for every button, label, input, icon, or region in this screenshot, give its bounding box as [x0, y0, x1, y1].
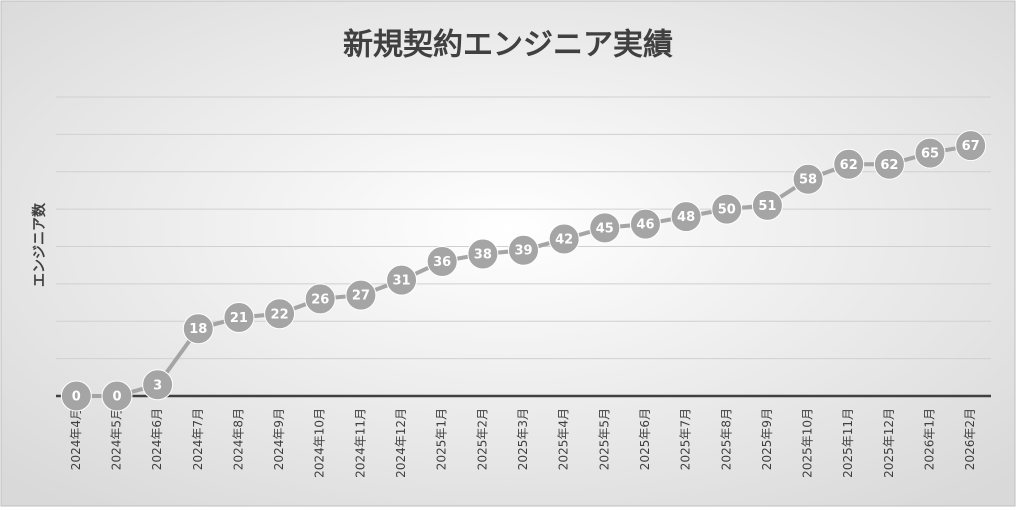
x-tick-label: 2025年9月 — [760, 408, 774, 470]
x-tick-label: 2025年5月 — [597, 408, 611, 470]
x-tick-label: 2024年4月 — [69, 408, 83, 470]
x-tick-label: 2025年6月 — [638, 408, 652, 470]
data-point — [873, 148, 905, 180]
data-point — [670, 201, 702, 233]
data-label: 65 — [921, 147, 939, 162]
x-tick-label: 2024年8月 — [231, 408, 245, 470]
data-point — [304, 283, 336, 315]
x-tick-label: 2025年3月 — [516, 408, 530, 470]
x-tick-label: 2024年12月 — [394, 408, 408, 478]
data-label: 31 — [392, 274, 410, 289]
data-label: 3 — [153, 378, 162, 393]
data-label: 62 — [840, 158, 858, 173]
data-point — [751, 189, 783, 221]
data-point — [914, 137, 946, 169]
data-label: 45 — [596, 221, 614, 236]
data-label: 22 — [271, 307, 289, 322]
data-point — [508, 234, 539, 266]
data-point — [60, 380, 92, 412]
x-tick-label: 2024年6月 — [150, 408, 164, 470]
data-label: 48 — [677, 210, 695, 225]
x-tick-label: 2025年2月 — [475, 408, 489, 470]
x-tick-label: 2026年2月 — [963, 408, 977, 470]
data-point — [833, 148, 865, 180]
data-point — [711, 193, 743, 225]
data-label: 62 — [880, 158, 898, 173]
data-label: 36 — [433, 255, 451, 270]
x-tick-label: 2025年1月 — [435, 408, 449, 470]
x-tick-label: 2024年10月 — [313, 408, 327, 478]
data-label: 21 — [230, 311, 248, 326]
data-point — [426, 245, 458, 277]
data-point — [467, 238, 499, 270]
data-point — [548, 223, 580, 255]
chart-title: 新規契約エンジニア実績 — [343, 28, 673, 63]
data-label: 18 — [189, 322, 207, 337]
data-point — [182, 313, 214, 345]
x-tick-label: 2024年9月 — [272, 408, 286, 470]
x-tick-label: 2025年10月 — [801, 408, 815, 478]
x-tick-label: 2026年1月 — [923, 408, 937, 470]
data-label: 67 — [962, 139, 980, 154]
data-point — [223, 302, 255, 334]
data-point — [589, 212, 621, 244]
data-point — [264, 298, 296, 330]
data-point — [955, 130, 987, 162]
x-tick-label: 2025年11月 — [841, 408, 855, 478]
x-tick-label: 2025年8月 — [719, 408, 733, 470]
data-point — [792, 163, 824, 195]
x-tick-label: 2024年11月 — [353, 408, 367, 478]
data-label: 58 — [799, 173, 817, 188]
x-tick-label: 2025年12月 — [882, 408, 896, 478]
x-tick-label: 2024年7月 — [191, 408, 205, 470]
data-point — [142, 369, 174, 401]
x-tick-label: 2025年7月 — [679, 408, 693, 470]
data-point — [629, 208, 661, 240]
data-label: 26 — [311, 292, 329, 307]
data-point — [386, 264, 418, 296]
data-label: 0 — [112, 390, 121, 405]
y-axis-label: エンジニア数 — [31, 202, 48, 287]
x-tick-label: 2025年4月 — [557, 408, 571, 470]
data-label: 39 — [514, 244, 532, 259]
data-label: 42 — [555, 233, 573, 248]
data-label: 0 — [72, 390, 81, 405]
x-tick-label: 2024年5月 — [109, 408, 123, 470]
data-point — [101, 380, 133, 412]
data-label: 38 — [474, 247, 492, 262]
data-point — [345, 279, 377, 311]
data-label: 50 — [718, 203, 736, 218]
data-label: 46 — [636, 218, 654, 233]
data-label: 51 — [758, 199, 776, 214]
data-label: 27 — [352, 289, 370, 304]
